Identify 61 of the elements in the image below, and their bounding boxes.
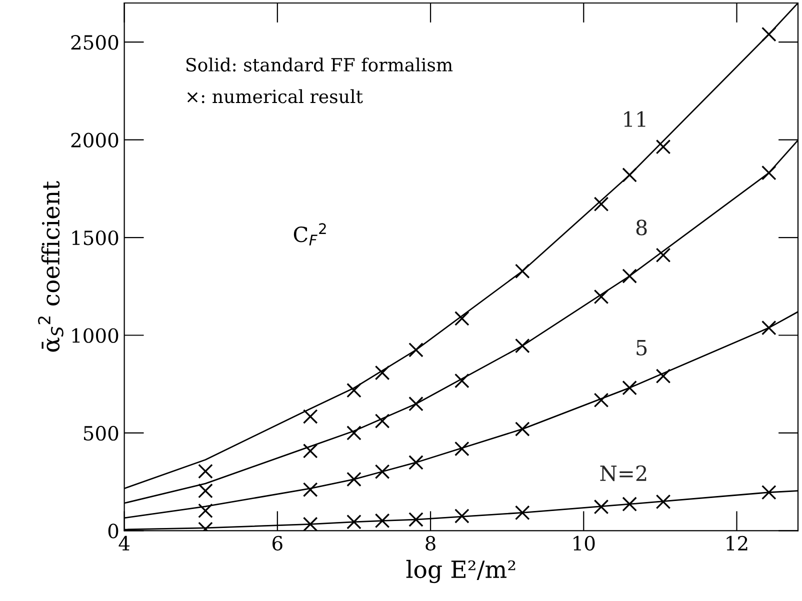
point	[346, 514, 362, 530]
point	[454, 441, 470, 456]
series-label: 5	[636, 340, 647, 356]
point	[302, 482, 318, 498]
point	[761, 165, 776, 180]
x-tick-label: 4	[118, 536, 130, 550]
point	[346, 382, 362, 398]
point	[408, 396, 424, 412]
y-tick-label: 0	[108, 524, 118, 538]
point	[302, 444, 318, 458]
x-tick-label: 8	[426, 536, 436, 551]
point	[622, 496, 637, 512]
annotation: C$_{F}$$^{2}$	[294, 223, 326, 246]
point	[454, 373, 470, 388]
point	[594, 289, 609, 304]
point	[408, 342, 424, 358]
point	[374, 414, 390, 428]
point	[594, 392, 609, 408]
y-tick-label: 500	[84, 426, 118, 441]
point	[408, 512, 424, 527]
point	[302, 516, 318, 531]
point	[594, 196, 609, 212]
x-tick-label: 10	[574, 536, 595, 551]
point	[374, 513, 390, 528]
point	[656, 368, 671, 384]
y-tick-label: 1000	[72, 328, 118, 343]
point	[408, 455, 424, 470]
y-tick-label: 2000	[71, 132, 118, 148]
point	[454, 311, 470, 326]
point	[514, 422, 530, 436]
y-tick-label: 2500	[71, 35, 118, 50]
point	[198, 464, 213, 479]
series-label: 11	[624, 111, 646, 127]
point	[514, 505, 530, 520]
point	[656, 248, 671, 263]
y-axis-title: ᾱ$_{S}$$^{2}$ coefficient	[38, 181, 64, 352]
x-tick-label: 12	[726, 536, 748, 550]
point	[302, 409, 318, 424]
annotation: Solid: standard FF formalism	[186, 58, 453, 72]
point	[346, 472, 362, 487]
x-axis-title: log E²/m²	[406, 560, 516, 584]
point	[374, 464, 390, 480]
series-label: 8	[636, 220, 647, 236]
point	[514, 264, 530, 279]
annotation: ×: numerical result	[187, 89, 363, 104]
point	[514, 338, 530, 354]
point	[622, 168, 637, 182]
point	[198, 503, 213, 518]
point	[622, 268, 637, 284]
point	[656, 494, 671, 510]
point	[622, 380, 637, 396]
point	[761, 484, 776, 500]
point	[374, 365, 390, 380]
y-tick-label: 1500	[72, 230, 118, 246]
series-label: N=2	[600, 465, 646, 482]
point	[346, 426, 362, 440]
point	[594, 499, 609, 514]
point	[198, 483, 213, 498]
point	[656, 139, 671, 154]
point	[454, 508, 470, 524]
x-tick-label: 6	[272, 536, 282, 551]
